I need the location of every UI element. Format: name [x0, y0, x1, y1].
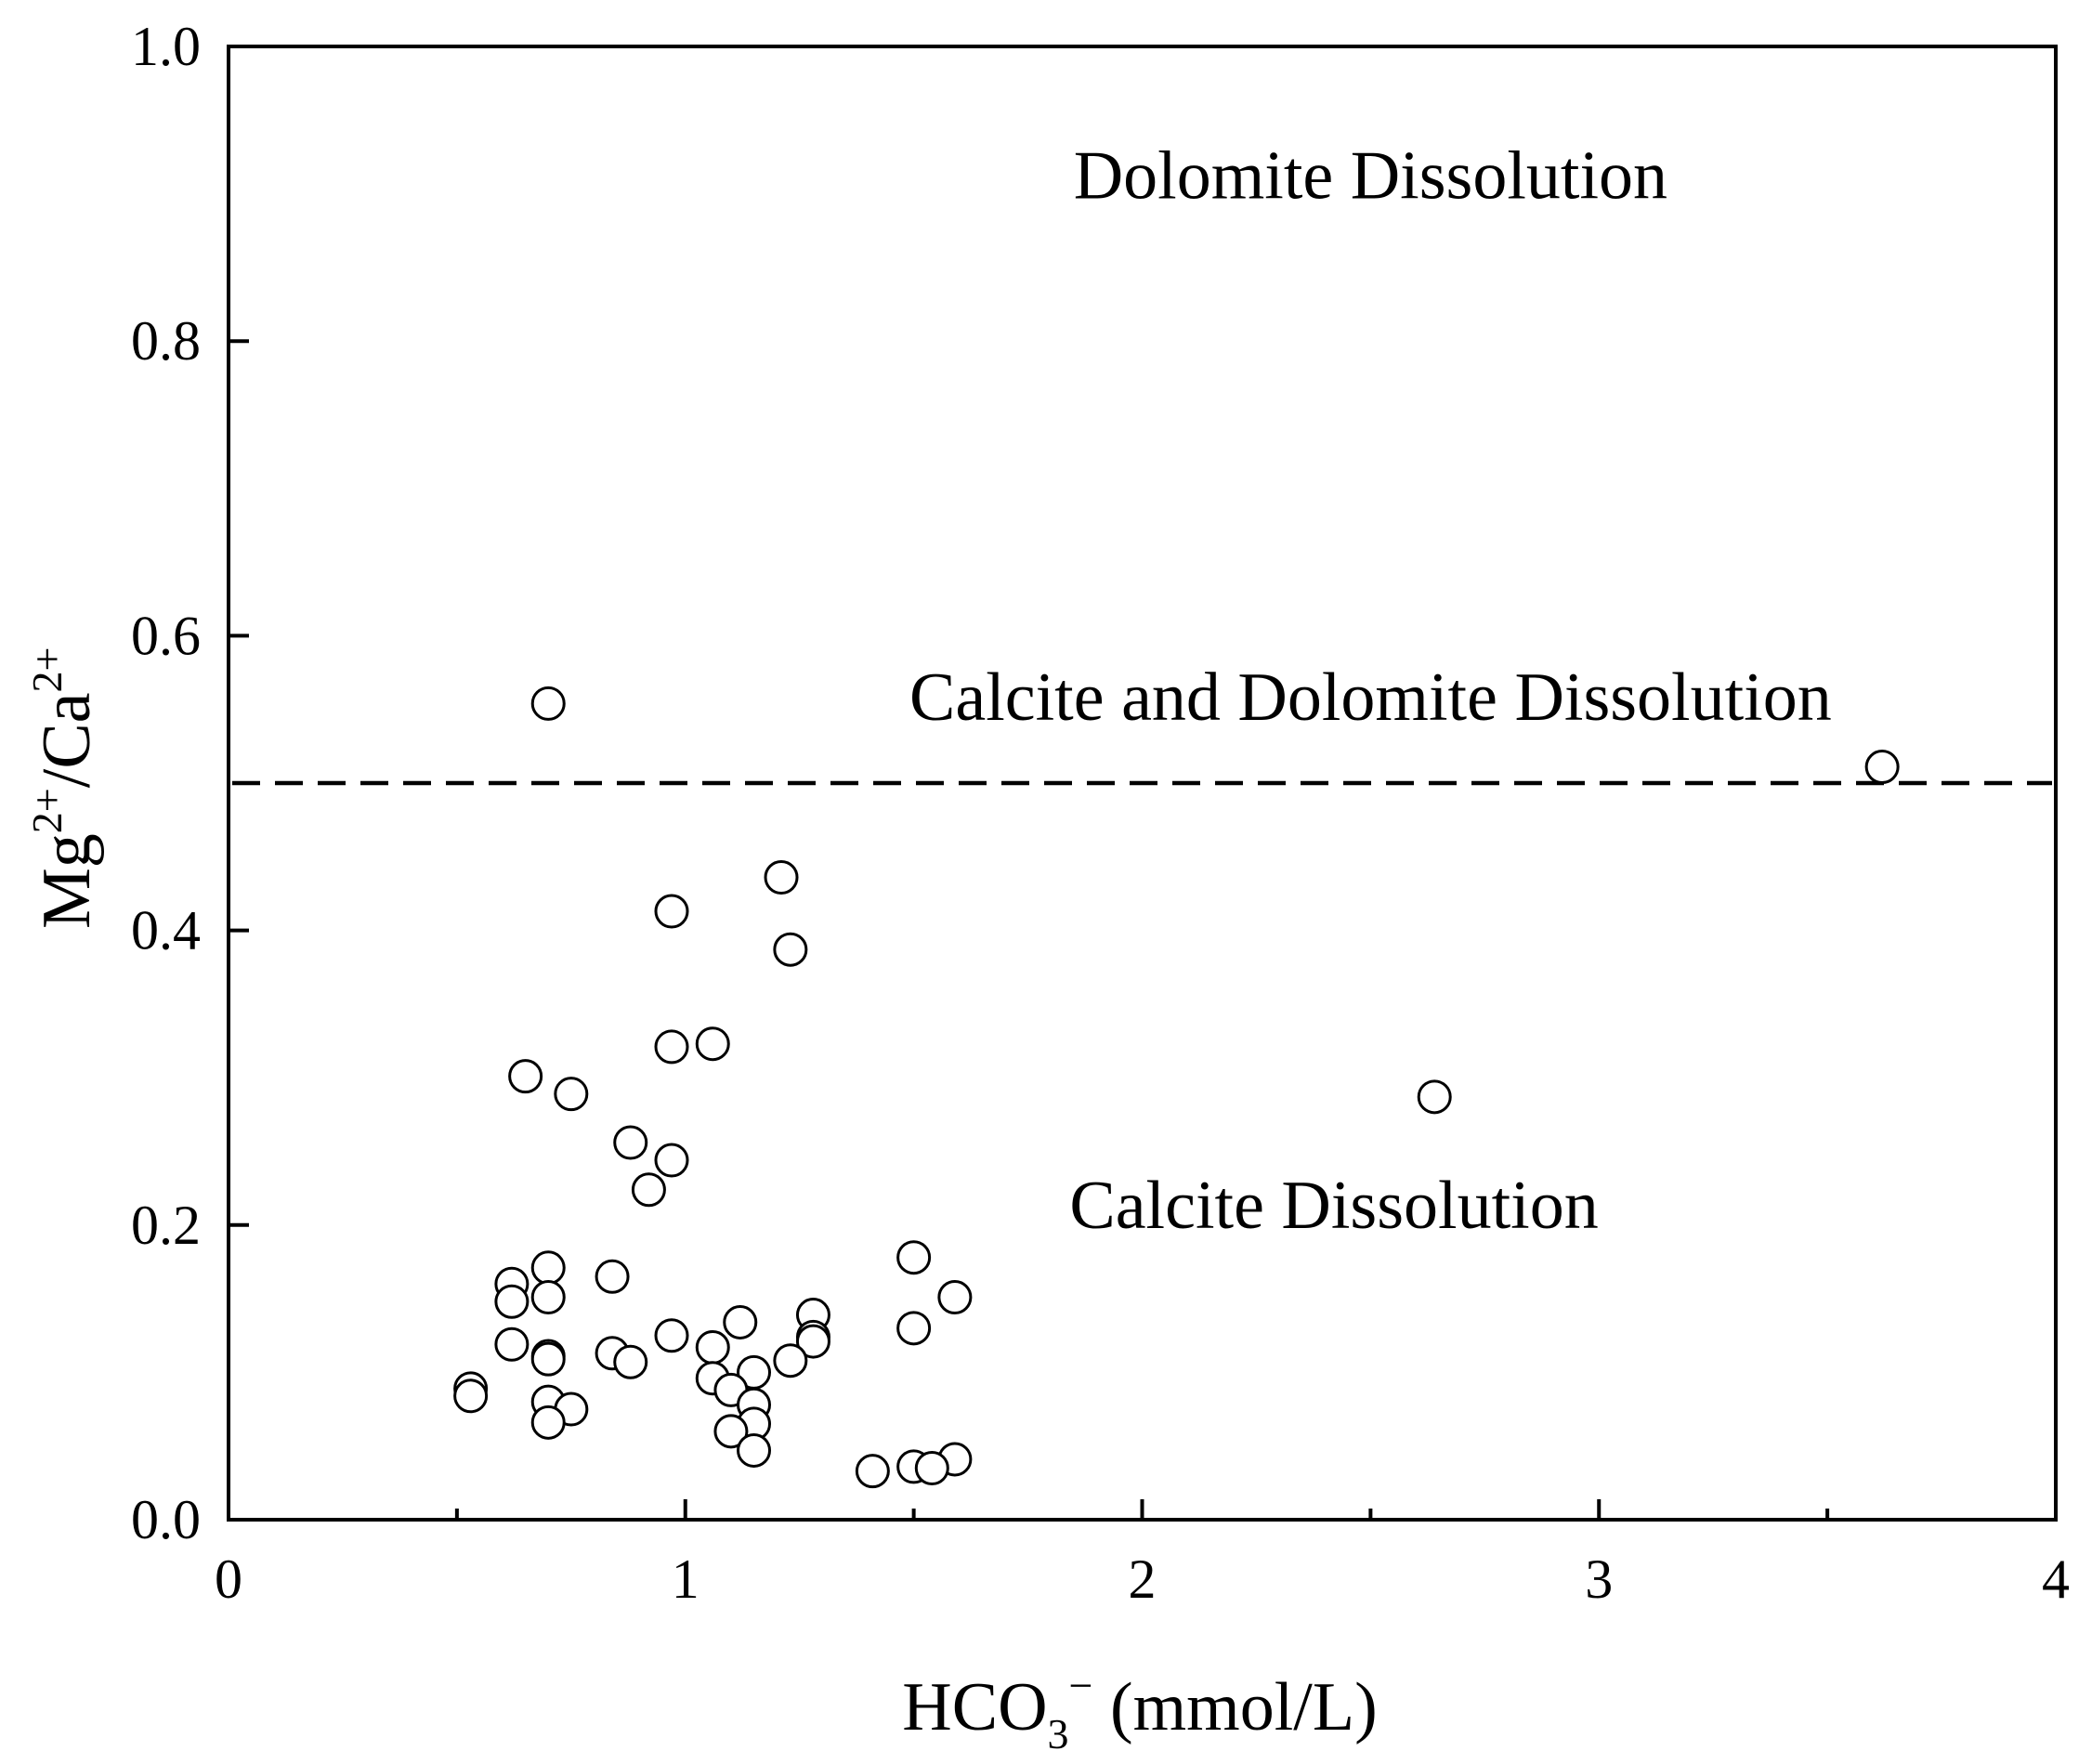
- y-tick-label: 0.6: [131, 605, 201, 666]
- data-point: [914, 1450, 949, 1485]
- data-point: [494, 1326, 530, 1362]
- x-title-base: HCO: [902, 1669, 1047, 1745]
- y-tick-label: 0.8: [131, 310, 201, 372]
- data-point: [654, 1318, 689, 1353]
- region-label: Calcite Dissolution: [1069, 1168, 1598, 1244]
- data-point: [896, 1311, 932, 1346]
- data-point: [530, 1405, 566, 1440]
- data-point: [494, 1284, 530, 1319]
- data-point: [1417, 1079, 1452, 1115]
- data-point: [453, 1379, 489, 1414]
- y-tick-label: 1.0: [131, 16, 201, 77]
- data-point: [737, 1432, 772, 1468]
- data-points: [453, 686, 1900, 1489]
- data-point: [613, 1344, 648, 1379]
- x-tick-label: 3: [1585, 1548, 1613, 1610]
- data-point: [554, 1077, 589, 1112]
- x-tick-label: 1: [672, 1548, 700, 1610]
- data-point: [1864, 750, 1900, 785]
- data-point: [654, 894, 689, 929]
- y-tick-label: 0.4: [131, 900, 201, 961]
- region-labels: Dolomite Dissolution Calcite and Dolomite…: [909, 137, 1832, 1244]
- data-point: [773, 1343, 808, 1379]
- data-point: [795, 1324, 830, 1359]
- data-point: [896, 1240, 932, 1275]
- region-label: Calcite and Dolomite Dissolution: [909, 660, 1832, 736]
- x-tick-label: 2: [1129, 1548, 1157, 1610]
- x-tick-label: 4: [2042, 1548, 2070, 1610]
- data-point: [508, 1059, 543, 1094]
- data-point: [937, 1280, 973, 1315]
- data-point: [764, 860, 799, 895]
- data-point: [631, 1172, 666, 1208]
- data-point: [530, 1341, 566, 1377]
- x-title-unit: (mmol/L): [1092, 1669, 1377, 1745]
- y-title-sup1: 2+: [23, 788, 71, 833]
- plot-frame: [227, 45, 2058, 1522]
- x-axis-title: HCO3− (mmol/L): [902, 1662, 1377, 1757]
- y-title-part1: Mg: [29, 833, 105, 929]
- y-title-part2: /Ca: [29, 692, 105, 788]
- tick-labels: 0 1 2 3 4 0.0 0.2 0.4 0.6 0.8 1.0: [131, 16, 2070, 1610]
- x-title-sup: −: [1069, 1662, 1093, 1709]
- y-tick-label: 0.2: [131, 1195, 201, 1256]
- data-point: [595, 1259, 630, 1294]
- x-tick-label: 0: [215, 1548, 242, 1610]
- y-axis-title: Mg2+/Ca2+: [23, 647, 105, 929]
- data-point: [695, 1026, 730, 1062]
- y-title-sup2: 2+: [23, 647, 71, 693]
- data-point: [654, 1143, 689, 1178]
- y-tick-label: 0.0: [131, 1489, 201, 1550]
- data-point: [855, 1454, 890, 1489]
- data-point: [530, 686, 566, 721]
- data-point: [723, 1304, 758, 1339]
- data-point: [695, 1329, 730, 1365]
- x-title-sub: 3: [1048, 1710, 1069, 1757]
- data-point: [530, 1280, 566, 1315]
- region-label: Dolomite Dissolution: [1074, 137, 1667, 214]
- data-point: [613, 1125, 648, 1160]
- data-point: [773, 932, 808, 967]
- data-point: [654, 1029, 689, 1065]
- data-point: [713, 1414, 749, 1449]
- data-point: [530, 1250, 566, 1286]
